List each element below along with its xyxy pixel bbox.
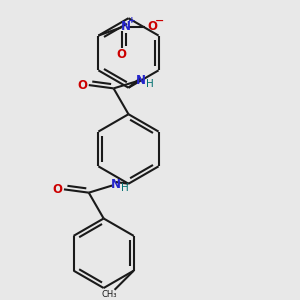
Text: N: N: [121, 20, 130, 33]
Text: N: N: [111, 178, 121, 191]
Text: O: O: [77, 79, 87, 92]
Text: CH₃: CH₃: [101, 290, 117, 299]
Text: H: H: [121, 183, 129, 193]
Text: +: +: [128, 16, 135, 25]
Text: O: O: [52, 183, 62, 196]
Text: O: O: [147, 20, 157, 33]
Text: −: −: [154, 16, 164, 26]
Text: O: O: [117, 48, 127, 61]
Text: H: H: [146, 79, 154, 89]
Text: N: N: [136, 74, 146, 87]
